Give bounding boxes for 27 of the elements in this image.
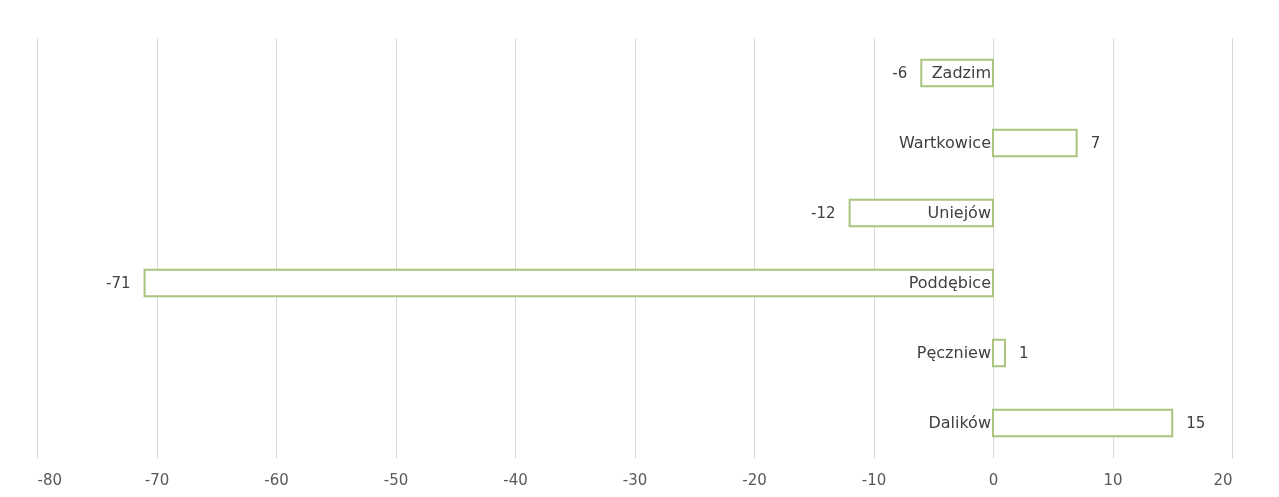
x-tick-label: -50 xyxy=(383,470,409,489)
x-tick-label: -80 xyxy=(37,470,62,489)
y-tick-label: Wartkowice xyxy=(898,133,991,152)
x-tick-label: 10 xyxy=(1103,470,1123,489)
y-tick-label: Pęczniew xyxy=(916,343,991,362)
data-label: 15 xyxy=(1186,414,1206,432)
bar xyxy=(992,128,1078,158)
y-tick-label: Poddębice xyxy=(908,273,991,292)
y-tick-label: Uniejów xyxy=(927,203,991,222)
data-label: -71 xyxy=(106,274,131,292)
bar xyxy=(143,268,994,298)
bar xyxy=(992,408,1174,438)
data-label: -6 xyxy=(892,64,908,82)
x-tick-label: 0 xyxy=(988,470,999,489)
bar xyxy=(992,338,1006,368)
x-tick-label: -30 xyxy=(622,470,648,489)
x-tick-label: -10 xyxy=(861,470,887,489)
y-tick-label: Zadzim xyxy=(931,63,991,82)
x-tick-label: -20 xyxy=(742,470,767,489)
y-tick-label: Dalików xyxy=(928,413,991,432)
x-tick-label: -40 xyxy=(503,470,528,489)
x-tick-label: -70 xyxy=(144,470,170,489)
data-label: -12 xyxy=(811,204,836,222)
data-label: 7 xyxy=(1090,134,1101,152)
data-label: 1 xyxy=(1018,344,1029,362)
x-tick-label: 20 xyxy=(1213,470,1233,489)
x-tick-label: -60 xyxy=(264,470,289,489)
